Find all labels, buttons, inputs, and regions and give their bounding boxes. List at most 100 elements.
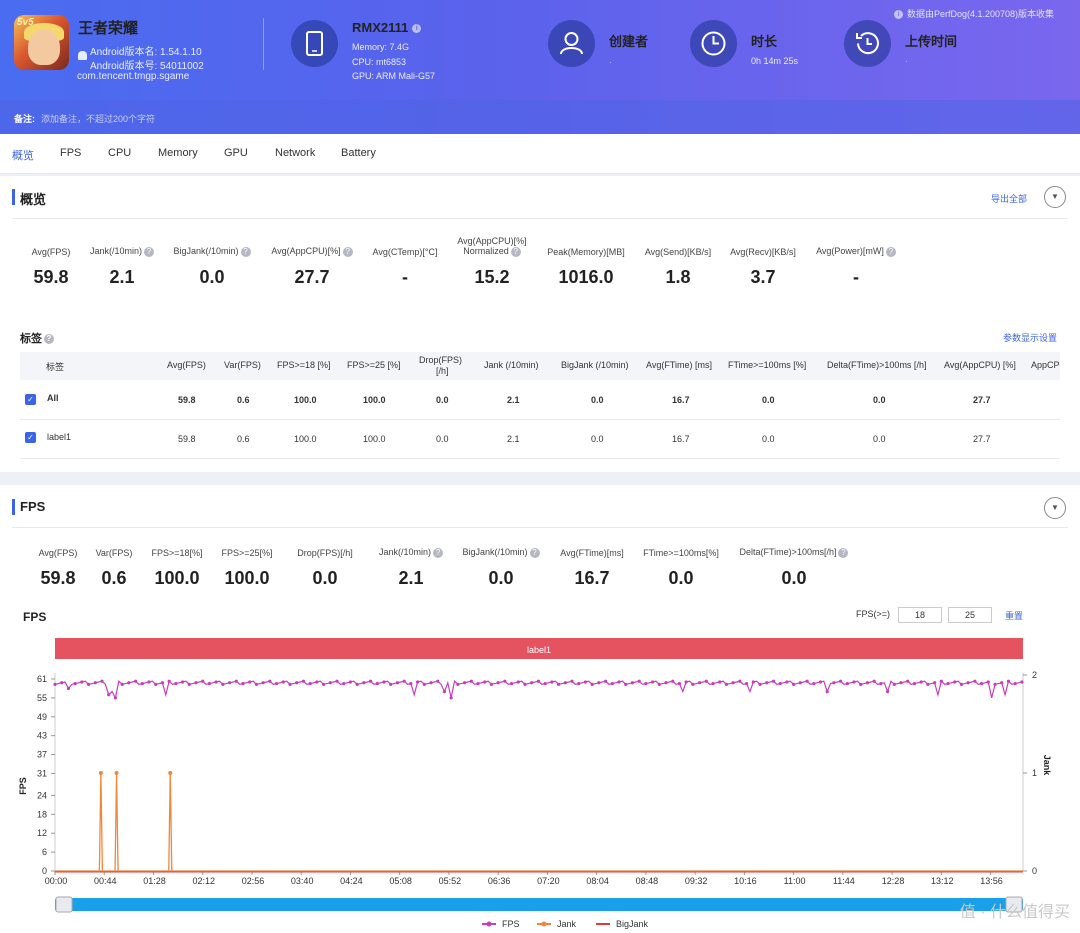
fps-point bbox=[731, 681, 735, 685]
fps-point bbox=[187, 682, 191, 686]
fps-point bbox=[86, 682, 91, 686]
stat-label-text: Avg(AppCPU)[%] bbox=[457, 236, 527, 246]
fps-point bbox=[583, 680, 588, 684]
stat-label: Drop(FPS)[/h] bbox=[284, 548, 366, 558]
param-settings-link[interactable]: 参数显示设置 bbox=[1003, 333, 1058, 343]
stat-label-text: FPS>=18[%] bbox=[151, 548, 203, 558]
table-cell: 16.7 bbox=[672, 434, 690, 444]
stat-label: Avg(FTime)[ms] bbox=[552, 548, 632, 558]
note-input[interactable]: 添加备注，不超过200个字符 bbox=[41, 114, 156, 124]
fps-point bbox=[328, 681, 332, 685]
row-checkbox[interactable]: ✓ bbox=[25, 394, 36, 405]
help-icon[interactable]: ? bbox=[838, 547, 849, 558]
fps-point bbox=[415, 680, 420, 684]
help-icon[interactable]: ? bbox=[885, 246, 896, 257]
fps-series-line bbox=[54, 680, 1023, 700]
tab-memory[interactable]: Memory bbox=[158, 147, 198, 159]
fps-point bbox=[395, 681, 400, 685]
fps-point bbox=[66, 686, 71, 691]
tab-network[interactable]: Network bbox=[275, 147, 316, 159]
help-icon[interactable]: ? bbox=[342, 246, 353, 257]
th-drop-fps-unit: [/h] bbox=[436, 366, 449, 376]
perfdog-version-text: 数据由PerfDog(4.1.200708)版本收集 bbox=[906, 9, 1054, 19]
fps-chart[interactable]: label1 FPS Jank 615549433731241812602100… bbox=[0, 621, 1080, 933]
th-var-fps: Var(FPS) bbox=[224, 360, 261, 370]
fps-threshold-1-input[interactable]: 18 bbox=[898, 607, 942, 623]
stat-label-text: Avg(FPS) bbox=[31, 247, 71, 257]
fps-point bbox=[912, 681, 917, 686]
stat-label: Avg(FPS) bbox=[16, 247, 86, 257]
tab-cpu[interactable]: CPU bbox=[108, 147, 132, 159]
fps-point bbox=[476, 681, 480, 686]
export-all-link[interactable]: 导出全部 bbox=[991, 194, 1028, 204]
tab-gpu[interactable]: GPU bbox=[224, 147, 248, 159]
fps-point bbox=[979, 681, 984, 686]
x-tick-label: 08:04 bbox=[586, 876, 609, 886]
device-gpu: GPU: ARM Mali-G57 bbox=[352, 71, 436, 81]
collapse-overview-button[interactable]: ▼ bbox=[1044, 186, 1066, 208]
stat-value: 100.0 bbox=[224, 568, 270, 588]
app-name: 王者荣耀 bbox=[78, 20, 139, 37]
fps-point bbox=[127, 681, 131, 685]
fps-threshold-2-input[interactable]: 25 bbox=[948, 607, 992, 623]
fps-point bbox=[207, 681, 212, 686]
y-tick-label: 6 bbox=[42, 847, 47, 857]
range-slider-track[interactable] bbox=[55, 898, 1023, 911]
fps-point bbox=[436, 679, 440, 683]
x-tick-label: 10:16 bbox=[734, 876, 757, 886]
help-icon[interactable]: ? bbox=[510, 246, 521, 257]
fps-point bbox=[738, 679, 742, 683]
help-icon[interactable]: ? bbox=[144, 246, 155, 257]
info-icon[interactable]: i bbox=[412, 24, 422, 34]
fps-point bbox=[456, 682, 460, 686]
reset-link[interactable]: 重置 bbox=[1005, 611, 1024, 621]
history-icon bbox=[844, 20, 891, 67]
duration-value: 0h 14m 25s bbox=[751, 56, 799, 66]
table-cell: 0.0 bbox=[591, 395, 604, 405]
fps-point bbox=[536, 679, 541, 683]
perfdog-version-note: i 数据由PerfDog(4.1.200708)版本收集 bbox=[890, 7, 1054, 20]
stat-value: 0.0 bbox=[668, 568, 694, 588]
fps-point bbox=[483, 680, 487, 684]
fps-point bbox=[409, 681, 413, 686]
help-icon[interactable]: ? bbox=[240, 246, 251, 257]
help-icon[interactable]: ? bbox=[529, 547, 540, 558]
x-tick-label: 13:12 bbox=[931, 876, 954, 886]
fps-point bbox=[872, 679, 876, 683]
fps-point bbox=[261, 681, 265, 685]
overview-title: 概览 bbox=[20, 192, 47, 207]
range-slider-left-handle[interactable] bbox=[55, 896, 73, 913]
tab-fps[interactable]: FPS bbox=[60, 147, 82, 159]
fps-point bbox=[147, 680, 151, 684]
tab-overview[interactable]: 概览 bbox=[12, 150, 34, 162]
fps-point bbox=[194, 681, 198, 685]
th-avg-appcpu: Avg(AppCPU) [%] bbox=[944, 360, 1016, 370]
row-checkbox[interactable]: ✓ bbox=[25, 432, 36, 443]
y-tick-label: 61 bbox=[37, 674, 47, 684]
table-cell: 0.0 bbox=[436, 395, 449, 405]
fps-point bbox=[321, 682, 326, 686]
legend-dot bbox=[541, 921, 547, 927]
collapse-fps-button[interactable]: ▼ bbox=[1044, 497, 1066, 519]
fps-point bbox=[133, 679, 138, 683]
label-band[interactable] bbox=[55, 638, 1023, 659]
stat-label-text: BigJank(/10min) bbox=[173, 246, 239, 256]
help-icon[interactable]: ? bbox=[433, 547, 444, 558]
stat-label-text: BigJank(/10min) bbox=[462, 547, 528, 557]
range-slider-right-handle[interactable] bbox=[1005, 896, 1023, 913]
help-icon[interactable]: ? bbox=[44, 334, 54, 345]
fps-point bbox=[926, 682, 930, 686]
fps-point bbox=[355, 682, 359, 686]
stat-value: 0.0 bbox=[781, 568, 807, 588]
fps-point bbox=[254, 682, 259, 686]
stat-value: 0.0 bbox=[199, 267, 225, 287]
fps-point bbox=[630, 681, 635, 685]
fps-point bbox=[818, 680, 823, 684]
table-cell: 2.1 bbox=[507, 434, 520, 444]
x-tick-label: 00:44 bbox=[94, 876, 117, 886]
tab-battery[interactable]: Battery bbox=[341, 147, 376, 159]
fps-point bbox=[899, 681, 903, 685]
fps-point bbox=[879, 681, 883, 686]
fps-point bbox=[342, 681, 346, 686]
fps-point bbox=[838, 679, 843, 683]
